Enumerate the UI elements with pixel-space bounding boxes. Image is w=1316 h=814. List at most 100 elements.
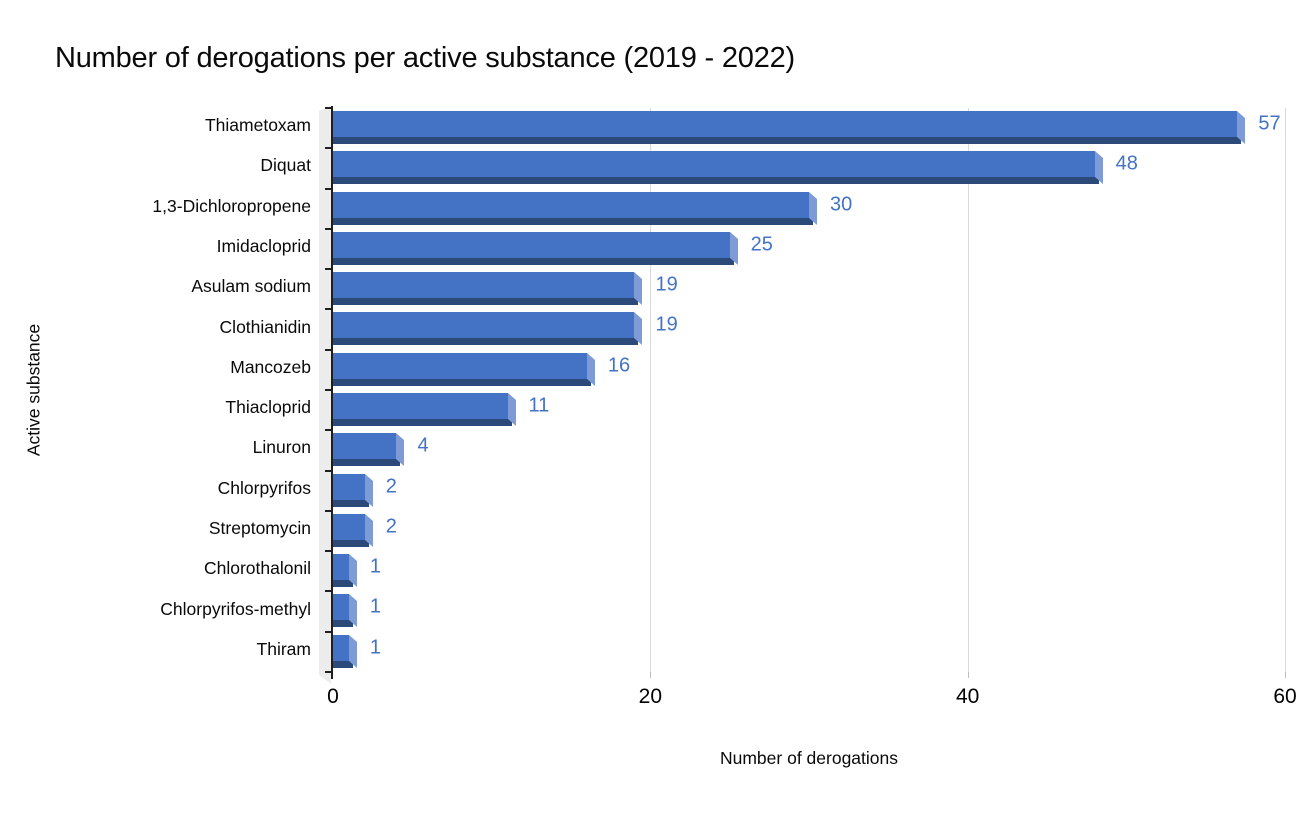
- bar-front-face: [333, 312, 635, 339]
- category-axis-tick-mark: [325, 469, 331, 472]
- bar-row: Thiacloprid 11: [225, 390, 1285, 430]
- value-label: 2: [385, 515, 397, 538]
- bar-imidacloprid: 25: [333, 231, 773, 265]
- x-tick-label: 40: [955, 685, 980, 708]
- category-axis-tick-mark: [325, 550, 331, 553]
- bar-front-face: [333, 111, 1238, 137]
- bar-bottom-face: [333, 298, 639, 306]
- category-axis-tick-mark: [325, 227, 331, 230]
- bar-chlorothalonil: 1: [333, 554, 381, 588]
- bar-row: Thiametoxam 57: [205, 108, 1285, 148]
- bar-chlorpyrifos-methyl: 1: [333, 594, 381, 628]
- bar-bottom-face: [333, 620, 353, 628]
- bar-row: Imidacloprid 25: [217, 229, 1285, 269]
- bar-chlorpyrifos: 2: [333, 473, 397, 507]
- bar-row: Linuron 4: [253, 430, 1285, 470]
- x-axis-tick-mark: [650, 672, 652, 678]
- category-axis-tick-mark: [325, 509, 331, 512]
- bar-row: Streptomycin 2: [209, 511, 1285, 551]
- x-axis-tick-mark: [967, 672, 969, 678]
- value-label: 11: [528, 394, 550, 417]
- bar-end-face: [1237, 111, 1246, 144]
- category-label: Clothianidin: [219, 316, 311, 337]
- plot-area: 0 20 40 60 Thiametoxam 57 Diquat 48 1,3-Dichloro…: [152, 106, 1297, 708]
- category-label: Imidacloprid: [216, 235, 311, 256]
- bar-bottom-face: [333, 378, 591, 386]
- bar-bottom-face: [333, 257, 734, 265]
- bar-bottom-face: [333, 338, 639, 346]
- bar-thiametoxam: 57: [333, 111, 1281, 144]
- category-label: Thiacloprid: [225, 397, 311, 418]
- bar-row: Chlorpyrifos-methyl 1: [160, 591, 1285, 631]
- bar-row: Mancozeb 16: [230, 350, 1285, 390]
- bar-diquat: 48: [333, 151, 1138, 185]
- category-label: Chlorothalonil: [203, 558, 311, 579]
- bar-bottom-face: [333, 217, 813, 225]
- value-label: 16: [607, 354, 631, 377]
- bar-bottom-face: [333, 419, 512, 426]
- bar-front-face: [333, 473, 365, 500]
- bar-row: Chlorpyrifos 2: [218, 471, 1285, 511]
- category-label: Asulam sodium: [191, 276, 311, 297]
- category-axis-line: [331, 106, 333, 679]
- bar-front-face: [333, 594, 349, 621]
- bar-bottom-face: [333, 137, 1242, 144]
- bar-front-face: [333, 272, 635, 299]
- bar-front-face: [333, 191, 809, 218]
- x-axis-title: Number of derogations: [719, 748, 899, 768]
- category-axis-tick-mark: [325, 630, 331, 633]
- bar-end-face: [364, 473, 373, 507]
- bar-1-3-dichloropropene: 30: [333, 191, 852, 225]
- bar-bottom-face: [333, 459, 401, 467]
- category-label: Mancozeb: [230, 356, 311, 377]
- bar-end-face: [586, 352, 595, 386]
- bar-front-face: [333, 393, 508, 419]
- category-label: Thiram: [256, 638, 311, 659]
- category-axis-tick-mark: [325, 389, 331, 391]
- bar-bottom-face: [333, 499, 369, 507]
- x-tick-label: 0: [327, 685, 339, 708]
- category-axis-tick-mark: [325, 268, 331, 271]
- value-label: 25: [750, 233, 773, 256]
- bar-end-face: [396, 433, 405, 467]
- bar-end-face: [634, 272, 643, 306]
- bar-front-face: [333, 513, 365, 540]
- bar-row: Clothianidin 19: [220, 309, 1285, 349]
- category-axis-tick-mark: [325, 671, 331, 673]
- category-label: 1,3-Dichloropropene: [152, 195, 311, 216]
- bar-row: Diquat 48: [260, 148, 1285, 188]
- bar-end-face: [348, 634, 357, 668]
- x-tick-label: 20: [638, 685, 663, 708]
- category-axis-tick-mark: [325, 429, 331, 432]
- bar-thiram: 1: [333, 634, 381, 668]
- y-axis-title: Active substance: [23, 323, 44, 457]
- value-label: 19: [655, 273, 678, 296]
- bar-thiacloprid: 11: [333, 393, 549, 426]
- bar-front-face: [333, 433, 397, 460]
- category-axis-tick-mark: [325, 187, 331, 190]
- gridline-x-60: [1285, 108, 1286, 672]
- bar-end-face: [809, 191, 817, 225]
- category-axis-tick-mark: [325, 590, 331, 593]
- bar-row: 1,3-Dichloropropene 30: [152, 189, 1285, 229]
- bar-front-face: [333, 151, 1095, 178]
- value-label: 19: [655, 313, 678, 336]
- value-label: 1: [369, 636, 381, 659]
- category-label: Chlorpyrifos-methyl: [160, 598, 311, 619]
- value-label: 48: [1115, 152, 1138, 175]
- gridline-x-20: [650, 108, 652, 672]
- category-label: Chlorpyrifos: [217, 477, 311, 498]
- chart-3d-wall: [319, 106, 331, 684]
- value-label: 1: [369, 595, 381, 618]
- value-label: 1: [369, 555, 381, 578]
- value-label: 30: [830, 193, 853, 216]
- x-axis-tick-mark: [1285, 672, 1286, 678]
- category-axis-tick-mark: [325, 348, 331, 351]
- category-label: Streptomycin: [208, 517, 311, 538]
- bar-bottom-face: [333, 539, 369, 547]
- value-label: 57: [1258, 112, 1281, 135]
- bar-front-face: [333, 231, 730, 258]
- category-label: Diquat: [260, 155, 311, 176]
- bar-mancozeb: 16: [333, 352, 630, 386]
